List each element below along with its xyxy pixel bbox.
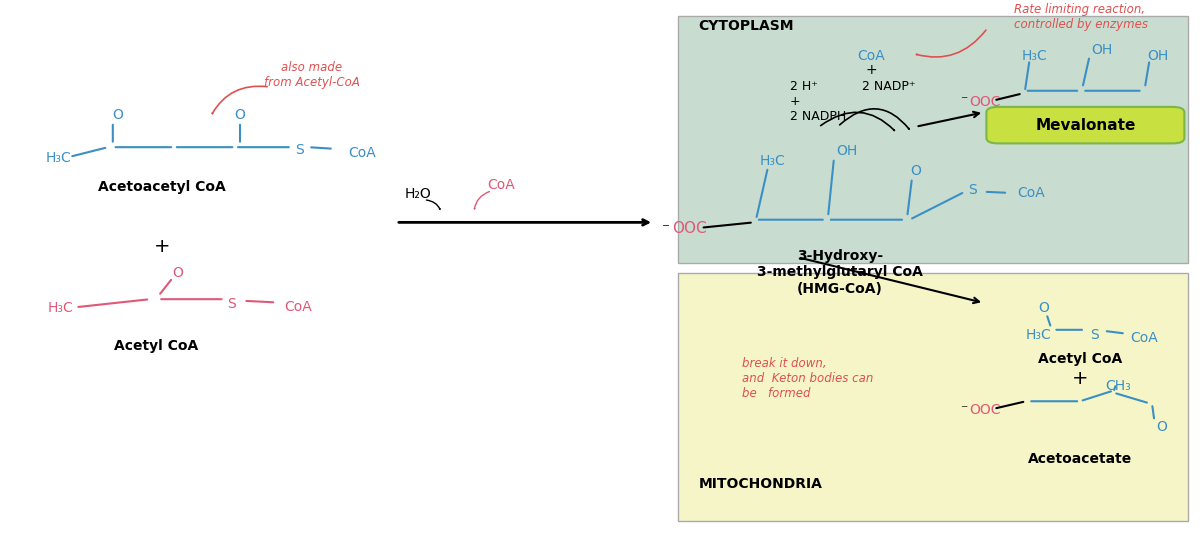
Text: 2 NADPH: 2 NADPH [790,109,846,122]
Text: OOC: OOC [672,221,707,236]
Text: +: + [865,63,877,78]
FancyArrowPatch shape [917,30,986,57]
Text: CoA: CoA [487,178,516,192]
Text: OOC: OOC [970,94,1001,108]
Text: Acetoacetyl CoA: Acetoacetyl CoA [98,180,226,195]
Text: S: S [227,297,236,311]
Text: +: + [154,237,170,256]
Text: +: + [790,95,800,108]
Text: MITOCHONDRIA: MITOCHONDRIA [698,477,822,491]
Text: H₃C: H₃C [1021,49,1048,63]
Text: 3-Hydroxy-
3-methylglutaryl CoA
(HMG-CoA): 3-Hydroxy- 3-methylglutaryl CoA (HMG-CoA… [757,249,923,295]
Text: also made
from Acetyl-CoA: also made from Acetyl-CoA [264,61,360,89]
Text: ⁻: ⁻ [662,221,671,236]
Text: OH: OH [836,144,858,158]
Text: H₃C: H₃C [46,151,71,165]
Text: CoA: CoA [1018,186,1045,200]
Text: Mevalonate: Mevalonate [1036,118,1136,133]
Text: O: O [910,164,922,178]
Text: Rate limiting reaction,
controlled by enzymes: Rate limiting reaction, controlled by en… [1014,3,1148,31]
Text: O: O [1156,420,1168,434]
Text: Acetyl CoA: Acetyl CoA [114,339,198,353]
Text: O: O [234,108,246,122]
Text: ⁻: ⁻ [960,403,967,417]
Text: S: S [967,183,977,197]
FancyBboxPatch shape [678,16,1188,263]
Text: OOC: OOC [970,403,1001,417]
Text: O: O [112,108,124,122]
Text: CoA: CoA [857,49,886,63]
Text: H₃C: H₃C [48,301,73,315]
Text: Acetoacetate: Acetoacetate [1028,451,1132,466]
FancyBboxPatch shape [986,107,1184,144]
Text: 2 H⁺: 2 H⁺ [790,80,817,93]
Text: break it down,
and  Keton bodies can
be   formed: break it down, and Keton bodies can be f… [742,357,872,399]
Text: CoA: CoA [348,146,376,159]
Text: OH: OH [1147,49,1169,63]
Text: CoA: CoA [1130,331,1158,345]
Text: +: + [1072,369,1088,388]
Text: H₂O: H₂O [404,187,431,201]
Text: CoA: CoA [284,300,312,314]
Text: 2 NADP⁺: 2 NADP⁺ [862,80,916,93]
Text: S: S [1090,328,1099,342]
FancyArrowPatch shape [840,109,910,129]
FancyArrowPatch shape [212,86,268,114]
Text: Acetyl CoA: Acetyl CoA [1038,352,1122,366]
FancyArrowPatch shape [474,191,490,209]
Text: H₃C: H₃C [1026,328,1051,342]
Text: H₃C: H₃C [760,153,786,167]
Text: O: O [1038,301,1050,315]
Text: O: O [172,267,184,280]
Text: CH₃: CH₃ [1105,379,1132,393]
Text: OH: OH [1091,43,1112,57]
FancyArrowPatch shape [821,112,894,131]
Text: CYTOPLASM: CYTOPLASM [698,20,794,33]
FancyBboxPatch shape [678,273,1188,520]
FancyArrowPatch shape [426,200,440,209]
Text: S: S [295,143,305,157]
Text: ⁻: ⁻ [960,94,967,108]
